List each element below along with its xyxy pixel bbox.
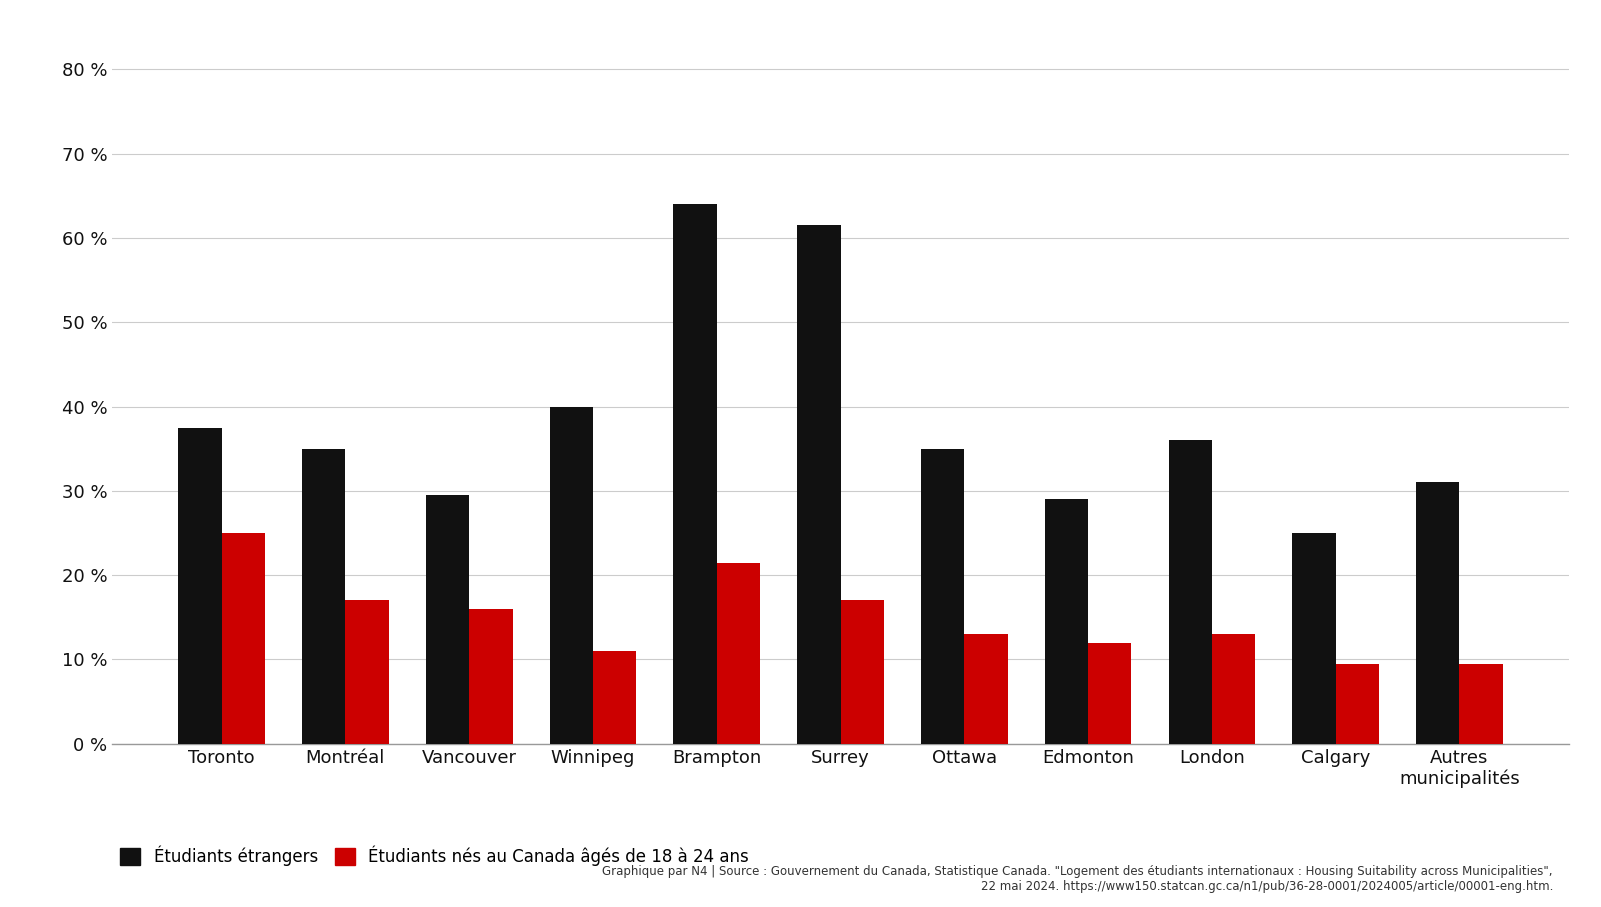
Bar xyxy=(717,562,760,744)
Bar xyxy=(549,406,592,744)
Bar xyxy=(178,427,221,744)
Bar xyxy=(674,204,717,744)
Bar xyxy=(426,495,469,744)
Bar xyxy=(1417,483,1460,744)
Bar xyxy=(1335,664,1378,744)
Bar xyxy=(841,600,884,744)
Bar xyxy=(592,651,636,744)
Bar xyxy=(1169,440,1212,744)
Bar xyxy=(1292,533,1335,744)
Bar xyxy=(1212,634,1255,744)
Bar xyxy=(797,225,841,744)
Bar xyxy=(469,609,512,744)
Legend: Étudiants étrangers, Étudiants nés au Canada âgés de 18 à 24 ans: Étudiants étrangers, Étudiants nés au Ca… xyxy=(120,845,749,865)
Bar xyxy=(303,449,346,744)
Bar xyxy=(921,449,964,744)
Bar xyxy=(964,634,1007,744)
Bar xyxy=(1089,642,1132,744)
Text: Graphique par N4 | Source : Gouvernement du Canada, Statistique Canada. "Logemen: Graphique par N4 | Source : Gouvernement… xyxy=(602,865,1553,893)
Bar xyxy=(1460,664,1503,744)
Bar xyxy=(346,600,389,744)
Bar xyxy=(1045,499,1089,744)
Bar xyxy=(221,533,264,744)
